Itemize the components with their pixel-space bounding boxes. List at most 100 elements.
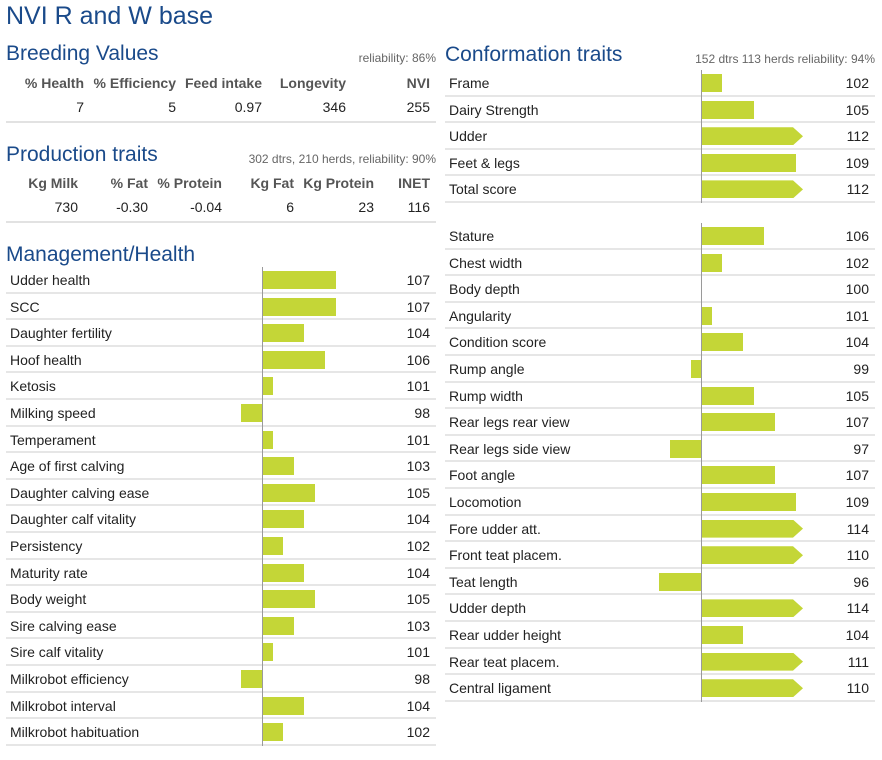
trait-value: 102 [406, 538, 430, 554]
trait-label: Milkrobot habituation [10, 724, 140, 741]
production-traits-info: 302 dtrs, 210 herds, reliability: 90% [248, 152, 436, 166]
trait-label: Stature [449, 228, 495, 244]
trait-label: Daughter calving ease [10, 484, 150, 501]
trait-bar [701, 599, 803, 617]
production-traits-header: Production traits 302 dtrs, 210 herds, r… [6, 141, 436, 169]
trait-bar [701, 153, 796, 172]
trait-row: Teat length 96 [445, 569, 875, 596]
trait-value: 111 [847, 653, 869, 670]
trait-bar [262, 430, 273, 449]
trait-bar [262, 537, 283, 555]
breeding-header-nvi: NVI [406, 75, 430, 91]
trait-bar [701, 127, 803, 145]
trait-bar [701, 386, 754, 405]
trait-row: Ketosis 101 [6, 373, 436, 400]
production-value-inet: 116 [407, 199, 430, 215]
trait-value: 110 [846, 547, 869, 564]
trait-bar [262, 696, 304, 715]
trait-row: Stature 106 [445, 223, 875, 250]
trait-value: 104 [406, 697, 430, 714]
trait-bar [659, 572, 701, 591]
trait-row: Rump width 105 [445, 383, 875, 410]
row-divider [445, 540, 875, 543]
production-header-inet: INET [398, 175, 430, 191]
trait-value: 107 [845, 467, 869, 484]
production-value-kg-milk: 730 [54, 199, 78, 215]
conformation-traits-info: 152 dtrs 113 herds reliability: 94% [695, 52, 875, 66]
trait-label: Teat length [449, 573, 518, 590]
production-header-fat: % Fat [110, 175, 148, 191]
row-divider [6, 371, 436, 374]
trait-value: 98 [414, 405, 430, 421]
production-traits-table: Kg Milk % Fat % Protein Kg Fat Kg Protei… [6, 171, 436, 223]
trait-row: Rear teat placem. 111 [445, 649, 875, 676]
row-divider [445, 619, 875, 622]
trait-row: Rear legs side view 97 [445, 436, 875, 463]
trait-row: Temperament 101 [6, 427, 436, 454]
trait-value: 102 [845, 75, 869, 91]
trait-value: 101 [406, 644, 430, 661]
trait-label: Locomotion [449, 494, 522, 510]
row-divider [445, 274, 875, 277]
breeding-values-value-row: 7 5 0.97 346 255 [6, 95, 436, 119]
trait-label: Milkrobot interval [10, 697, 116, 714]
trait-label: Condition score [449, 334, 547, 351]
trait-row: Milkrobot habituation 102 [6, 719, 436, 746]
trait-label: Chest width [449, 254, 523, 271]
breeding-header-efficiency: % Efficiency [93, 75, 176, 91]
trait-label: Central ligament [449, 680, 551, 697]
trait-bar [701, 74, 722, 92]
breeding-header-feed-intake: Feed intake [184, 75, 262, 91]
trait-bar [701, 493, 796, 511]
production-header-kg-milk: Kg Milk [28, 175, 78, 191]
trait-value: 99 [853, 361, 869, 377]
trait-value: 101 [406, 431, 430, 448]
trait-bar [701, 306, 712, 325]
trait-bar [241, 404, 262, 422]
trait-label: Hoof health [10, 351, 82, 368]
trait-label: Front teat placem. [449, 547, 562, 564]
trait-label: Rear teat placem. [449, 653, 560, 670]
production-header-kg-protein: Kg Protein [303, 175, 374, 191]
row-divider [6, 717, 436, 720]
production-value-kg-protein: 23 [358, 199, 374, 215]
trait-label: Total score [449, 181, 517, 198]
trait-row: Milking speed 98 [6, 400, 436, 427]
divider [6, 221, 436, 223]
row-divider [6, 663, 436, 666]
breeding-value-nvi: 255 [406, 99, 430, 115]
trait-value: 104 [845, 627, 869, 643]
production-value-row: 730 -0.30 -0.04 6 23 116 [6, 195, 436, 219]
row-divider [6, 504, 436, 507]
trait-value: 103 [406, 458, 430, 475]
trait-value: 102 [406, 724, 430, 741]
trait-label: Udder health [10, 272, 91, 288]
breeding-values-reliability: reliability: 86% [358, 51, 436, 65]
trait-label: Maturity rate [10, 564, 88, 581]
trait-bar [262, 271, 336, 289]
trait-label: Rump angle [449, 361, 525, 377]
production-value-kg-fat: 6 [286, 199, 294, 215]
baseline-axis [701, 223, 702, 702]
divider [6, 121, 436, 123]
row-divider [6, 690, 436, 693]
row-divider [6, 424, 436, 427]
row-divider [445, 513, 875, 516]
management-health-heading: Management/Health [6, 243, 196, 266]
trait-bar [701, 520, 803, 538]
trait-value: 104 [406, 511, 430, 528]
trait-bar [701, 546, 803, 564]
trait-bar [262, 483, 315, 502]
trait-label: Daughter calf vitality [10, 511, 137, 528]
trait-row: Hoof health 106 [6, 347, 436, 374]
trait-label: Sire calf vitality [10, 644, 104, 661]
trait-row: Frame 102 [445, 70, 875, 97]
row-divider [445, 327, 875, 330]
trait-label: Ketosis [10, 378, 56, 395]
trait-bar [262, 643, 273, 662]
trait-bar [262, 563, 304, 582]
row-divider [6, 291, 436, 294]
row-divider [6, 557, 436, 560]
trait-row: Daughter calf vitality 104 [6, 506, 436, 533]
trait-value: 112 [846, 128, 869, 145]
